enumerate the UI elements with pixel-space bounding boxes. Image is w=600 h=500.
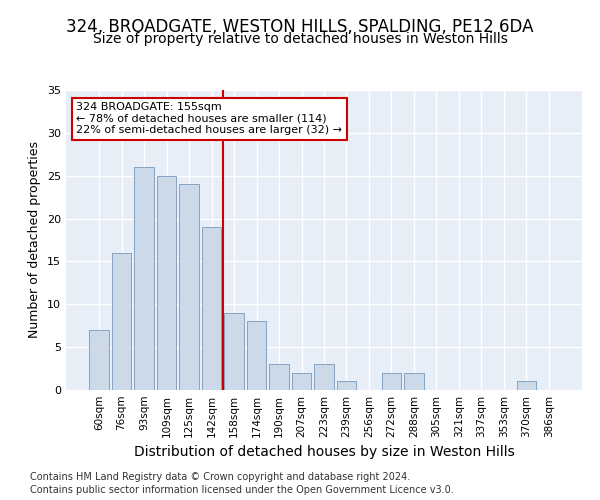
Bar [337,382,356,390]
X-axis label: Distribution of detached houses by size in Weston Hills: Distribution of detached houses by size … [134,446,514,460]
Bar [292,373,311,390]
Text: 324, BROADGATE, WESTON HILLS, SPALDING, PE12 6DA: 324, BROADGATE, WESTON HILLS, SPALDING, … [66,18,534,36]
Bar [314,364,334,390]
Bar [382,373,401,390]
Bar [179,184,199,390]
Bar [112,253,131,390]
Bar [404,373,424,390]
Text: Contains public sector information licensed under the Open Government Licence v3: Contains public sector information licen… [30,485,454,495]
Bar [202,227,221,390]
Bar [89,330,109,390]
Bar [517,382,536,390]
Bar [157,176,176,390]
Bar [134,167,154,390]
Bar [224,313,244,390]
Y-axis label: Number of detached properties: Number of detached properties [28,142,41,338]
Text: Contains HM Land Registry data © Crown copyright and database right 2024.: Contains HM Land Registry data © Crown c… [30,472,410,482]
Bar [247,322,266,390]
Bar [269,364,289,390]
Text: 324 BROADGATE: 155sqm
← 78% of detached houses are smaller (114)
22% of semi-det: 324 BROADGATE: 155sqm ← 78% of detached … [76,102,343,135]
Text: Size of property relative to detached houses in Weston Hills: Size of property relative to detached ho… [92,32,508,46]
